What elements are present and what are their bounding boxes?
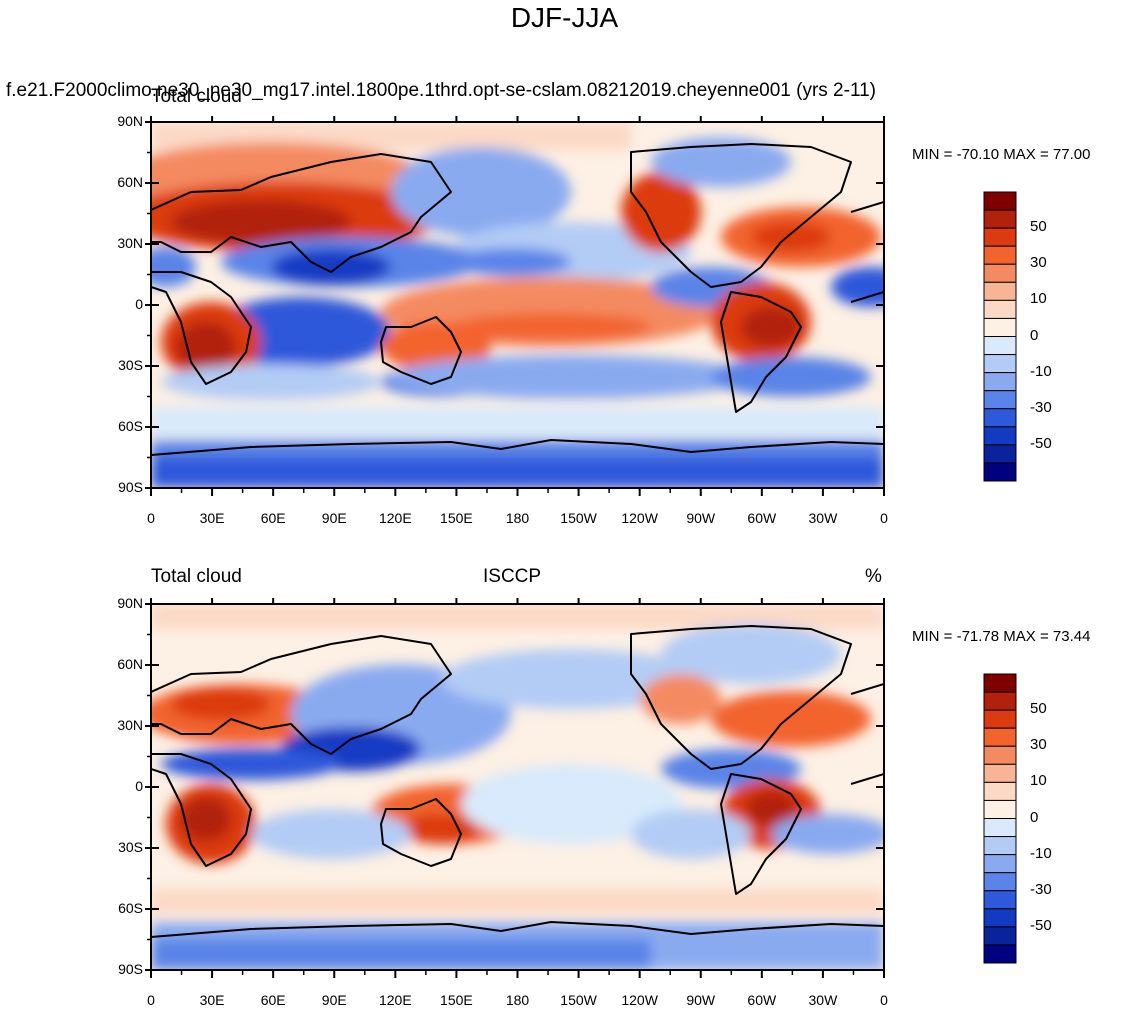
colorbar-swatch <box>983 926 1017 946</box>
lat-tick-label: 60N <box>117 174 143 190</box>
colorbar-label: 10 <box>1030 290 1047 308</box>
colorbar-swatch <box>983 462 1017 482</box>
colorbar-swatch <box>983 444 1017 464</box>
colorbar-swatch <box>983 908 1017 928</box>
colorbar-swatch <box>983 673 1017 693</box>
case-title: f.e21.F2000climo.ne30_ne30_mg17.intel.18… <box>6 80 877 101</box>
lon-tick-label: 30E <box>199 992 225 1008</box>
colorbar-swatch <box>983 263 1017 283</box>
colorbar-label: -10 <box>1030 844 1052 862</box>
lon-tick-label: 90W <box>686 992 716 1008</box>
lon-tick-label: 120W <box>621 992 658 1008</box>
colorbar-swatch <box>983 709 1017 729</box>
panel2-min-max: MIN = -71.78 MAX = 73.44 <box>912 628 1091 645</box>
panel2-units: % <box>865 566 882 587</box>
lat-tick-label: 30S <box>118 839 143 855</box>
lon-tick-label: 60E <box>260 992 286 1008</box>
colorbar-swatch <box>983 944 1017 964</box>
colorbar-swatch <box>983 390 1017 410</box>
lon-tick-label: 0 <box>147 510 155 526</box>
lon-tick-label: 60W <box>747 992 777 1008</box>
colorbar-swatch <box>983 245 1017 265</box>
colorbar-label: 0 <box>1030 326 1039 344</box>
lat-tick-label: 90S <box>118 479 143 495</box>
colorbar-swatch <box>983 227 1017 247</box>
colorbar-swatch <box>983 336 1017 356</box>
colorbar-label: 50 <box>1030 700 1047 718</box>
colorbar-swatch <box>983 426 1017 446</box>
colorbar-swatch <box>983 299 1017 319</box>
lon-tick-label: 90E <box>321 510 347 526</box>
colorbar-label: 50 <box>1030 218 1047 236</box>
colorbar-label: 0 <box>1030 808 1039 826</box>
colorbar-label: -50 <box>1030 434 1052 452</box>
colorbar-swatch <box>983 854 1017 874</box>
colorbar-swatch <box>983 836 1017 856</box>
colorbar-swatch <box>983 890 1017 910</box>
colorbar-swatch <box>983 281 1017 301</box>
colorbar-swatch <box>983 408 1017 428</box>
lat-tick-label: 90N <box>117 113 143 129</box>
colorbar-swatch <box>983 191 1017 211</box>
lat-tick-label: 90N <box>117 595 143 611</box>
lat-tick-label: 90S <box>118 961 143 977</box>
colorbar-label: -50 <box>1030 916 1052 934</box>
lon-tick-label: 150W <box>560 510 597 526</box>
lon-tick-label: 180 <box>505 992 530 1008</box>
map-panel-model <box>150 121 885 489</box>
lon-tick-label: 150W <box>560 992 597 1008</box>
lon-tick-label: 150E <box>440 510 473 526</box>
lon-tick-label: 120E <box>378 992 412 1008</box>
colorbar-swatch <box>983 372 1017 392</box>
panel1-min-max: MIN = -70.10 MAX = 77.00 <box>912 146 1091 163</box>
lon-tick-label: 120E <box>378 510 412 526</box>
lon-tick-label: 180 <box>505 510 530 526</box>
colorbar-swatch <box>983 781 1017 801</box>
colorbar-label: -30 <box>1030 398 1052 416</box>
colorbar-swatch <box>983 818 1017 838</box>
colorbar-swatch <box>983 691 1017 711</box>
colorbar-label: 10 <box>1030 772 1047 790</box>
colorbar-swatch <box>983 727 1017 747</box>
colorbar-swatch <box>983 872 1017 892</box>
colorbar-label: 30 <box>1030 254 1047 272</box>
lat-tick-label: 60N <box>117 656 143 672</box>
lat-tick-label: 60S <box>118 900 143 916</box>
lon-tick-label: 30W <box>808 992 838 1008</box>
lat-tick-label: 30N <box>117 235 143 251</box>
panel1-left-string: Total cloud <box>151 86 242 107</box>
lon-tick-label: 30W <box>808 510 838 526</box>
lat-tick-label: 30S <box>118 357 143 373</box>
lon-tick-label: 30E <box>199 510 225 526</box>
lat-tick-label: 60S <box>118 418 143 434</box>
lon-tick-label: 150E <box>440 992 473 1008</box>
panel2-left-string: Total cloud <box>151 566 242 587</box>
colorbar-swatch <box>983 209 1017 229</box>
lon-tick-label: 0 <box>147 992 155 1008</box>
lon-tick-label: 0 <box>880 510 888 526</box>
colorbar-label: 30 <box>1030 736 1047 754</box>
lat-tick-label: 30N <box>117 717 143 733</box>
lat-tick-label: 0 <box>135 296 143 312</box>
figure-title: DJF-JJA <box>510 2 619 33</box>
colorbar-label: -10 <box>1030 362 1052 380</box>
lon-tick-label: 60W <box>747 510 777 526</box>
map-panel-isccp <box>150 603 885 971</box>
panel2-center-string: ISCCP <box>483 566 542 587</box>
lat-tick-label: 0 <box>135 778 143 794</box>
lon-tick-label: 120W <box>621 510 658 526</box>
colorbar-swatch <box>983 317 1017 337</box>
colorbar-swatch <box>983 745 1017 765</box>
lon-tick-label: 60E <box>260 510 286 526</box>
lon-tick-label: 0 <box>880 992 888 1008</box>
lon-tick-label: 90E <box>321 992 347 1008</box>
colorbar-swatch <box>983 799 1017 819</box>
colorbar-swatch <box>983 354 1017 374</box>
lon-tick-label: 90W <box>686 510 716 526</box>
colorbar-swatch <box>983 763 1017 783</box>
colorbar-label: -30 <box>1030 880 1052 898</box>
